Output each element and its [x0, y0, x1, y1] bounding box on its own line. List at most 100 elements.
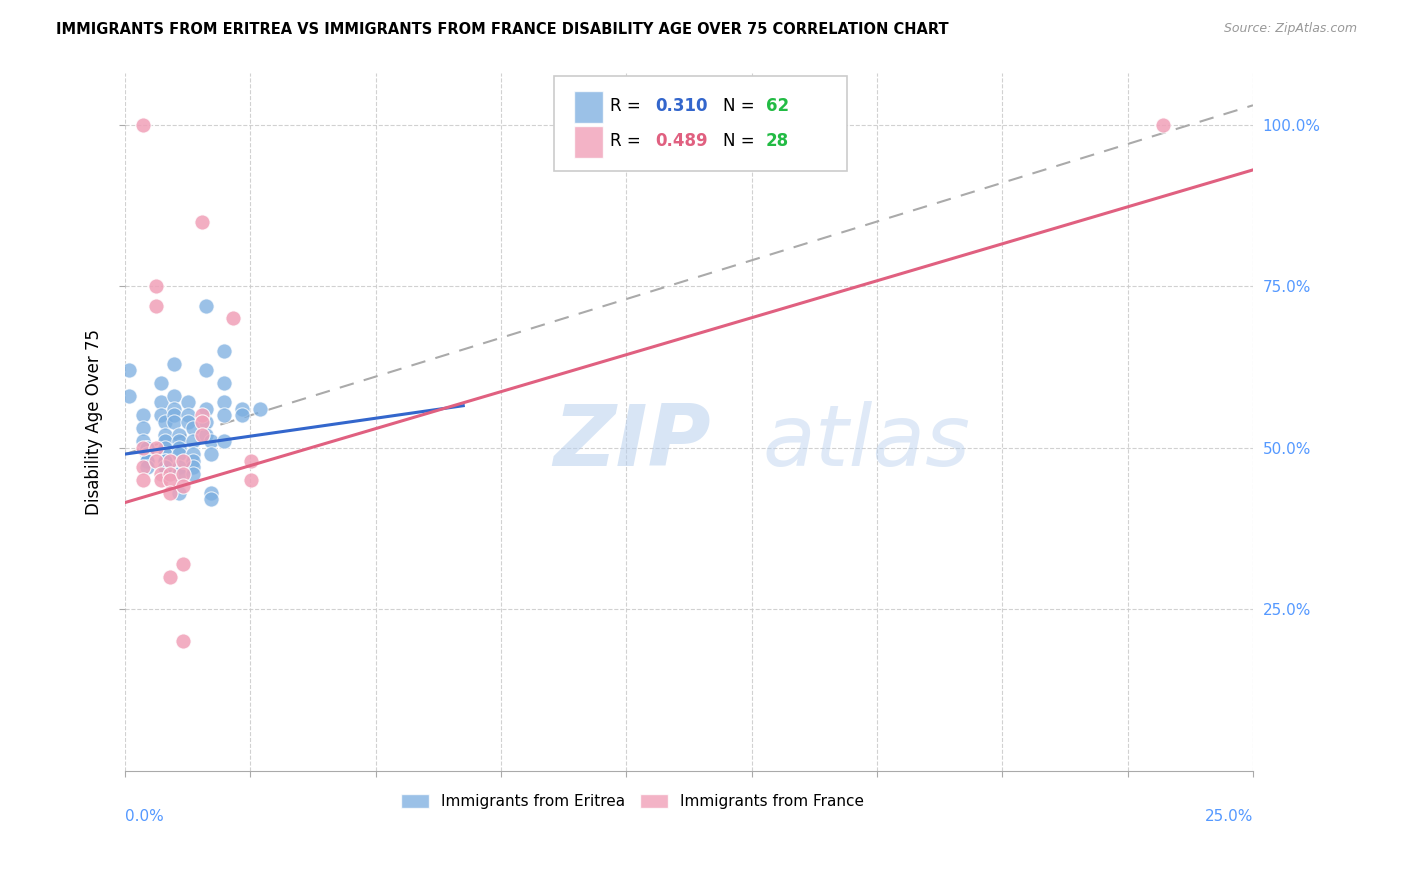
- Point: [149, 473, 172, 487]
- Point: [195, 427, 218, 442]
- Point: [212, 395, 235, 409]
- Point: [136, 447, 159, 461]
- Point: [118, 389, 141, 403]
- Text: 0.489: 0.489: [655, 132, 707, 151]
- Point: [159, 486, 181, 500]
- Point: [195, 415, 218, 429]
- Point: [173, 479, 195, 493]
- Point: [1152, 118, 1174, 132]
- Point: [159, 473, 181, 487]
- Point: [136, 460, 159, 475]
- Point: [190, 427, 212, 442]
- Text: Source: ZipAtlas.com: Source: ZipAtlas.com: [1223, 22, 1357, 36]
- Text: ZIP: ZIP: [554, 401, 711, 484]
- FancyBboxPatch shape: [554, 77, 846, 170]
- Text: 28: 28: [766, 132, 789, 151]
- Point: [212, 409, 235, 423]
- Text: R =: R =: [610, 132, 645, 151]
- Point: [149, 467, 172, 481]
- Legend: Immigrants from Eritrea, Immigrants from France: Immigrants from Eritrea, Immigrants from…: [395, 789, 870, 815]
- Point: [200, 434, 222, 449]
- Point: [173, 453, 195, 467]
- Point: [136, 453, 159, 467]
- Point: [132, 118, 155, 132]
- Point: [190, 415, 212, 429]
- Text: 0.0%: 0.0%: [125, 809, 163, 824]
- Text: 0.310: 0.310: [655, 97, 707, 115]
- Text: 62: 62: [766, 97, 789, 115]
- Point: [136, 441, 159, 455]
- Point: [163, 409, 186, 423]
- Point: [240, 473, 263, 487]
- Point: [159, 467, 181, 481]
- Point: [212, 376, 235, 390]
- Point: [145, 441, 167, 455]
- Point: [167, 441, 190, 455]
- Point: [195, 401, 218, 416]
- Point: [181, 453, 204, 467]
- Point: [149, 395, 172, 409]
- Point: [181, 447, 204, 461]
- Point: [181, 421, 204, 435]
- Text: N =: N =: [723, 132, 759, 151]
- Point: [155, 427, 177, 442]
- Point: [190, 214, 212, 228]
- Point: [163, 415, 186, 429]
- Point: [200, 492, 222, 507]
- Point: [173, 634, 195, 648]
- Point: [200, 486, 222, 500]
- Point: [132, 434, 155, 449]
- Text: R =: R =: [610, 97, 645, 115]
- Point: [132, 421, 155, 435]
- Point: [195, 299, 218, 313]
- Point: [167, 460, 190, 475]
- Point: [177, 415, 200, 429]
- Point: [177, 395, 200, 409]
- Point: [167, 467, 190, 481]
- Point: [145, 299, 167, 313]
- Point: [167, 427, 190, 442]
- Point: [159, 570, 181, 584]
- Point: [195, 363, 218, 377]
- Point: [190, 409, 212, 423]
- Point: [132, 409, 155, 423]
- Point: [155, 453, 177, 467]
- Point: [181, 467, 204, 481]
- Point: [167, 447, 190, 461]
- Point: [155, 453, 177, 467]
- Point: [145, 453, 167, 467]
- Text: IMMIGRANTS FROM ERITREA VS IMMIGRANTS FROM FRANCE DISABILITY AGE OVER 75 CORRELA: IMMIGRANTS FROM ERITREA VS IMMIGRANTS FR…: [56, 22, 949, 37]
- Text: N =: N =: [723, 97, 759, 115]
- Point: [155, 441, 177, 455]
- Point: [155, 447, 177, 461]
- Point: [212, 434, 235, 449]
- Point: [159, 453, 181, 467]
- Point: [249, 401, 271, 416]
- Point: [163, 357, 186, 371]
- FancyBboxPatch shape: [574, 126, 603, 158]
- Point: [155, 460, 177, 475]
- Point: [173, 467, 195, 481]
- Point: [155, 415, 177, 429]
- Point: [132, 441, 155, 455]
- Point: [240, 453, 263, 467]
- Point: [181, 460, 204, 475]
- Y-axis label: Disability Age Over 75: Disability Age Over 75: [86, 329, 103, 515]
- Point: [212, 343, 235, 358]
- Point: [118, 363, 141, 377]
- Text: 25.0%: 25.0%: [1205, 809, 1253, 824]
- Point: [231, 401, 253, 416]
- Text: atlas: atlas: [762, 401, 970, 484]
- Point: [155, 434, 177, 449]
- Point: [149, 376, 172, 390]
- Point: [155, 460, 177, 475]
- Point: [222, 311, 245, 326]
- Point: [200, 447, 222, 461]
- Point: [173, 557, 195, 571]
- Point: [163, 389, 186, 403]
- Point: [231, 409, 253, 423]
- Point: [132, 460, 155, 475]
- Point: [145, 279, 167, 293]
- Point: [136, 447, 159, 461]
- Point: [136, 441, 159, 455]
